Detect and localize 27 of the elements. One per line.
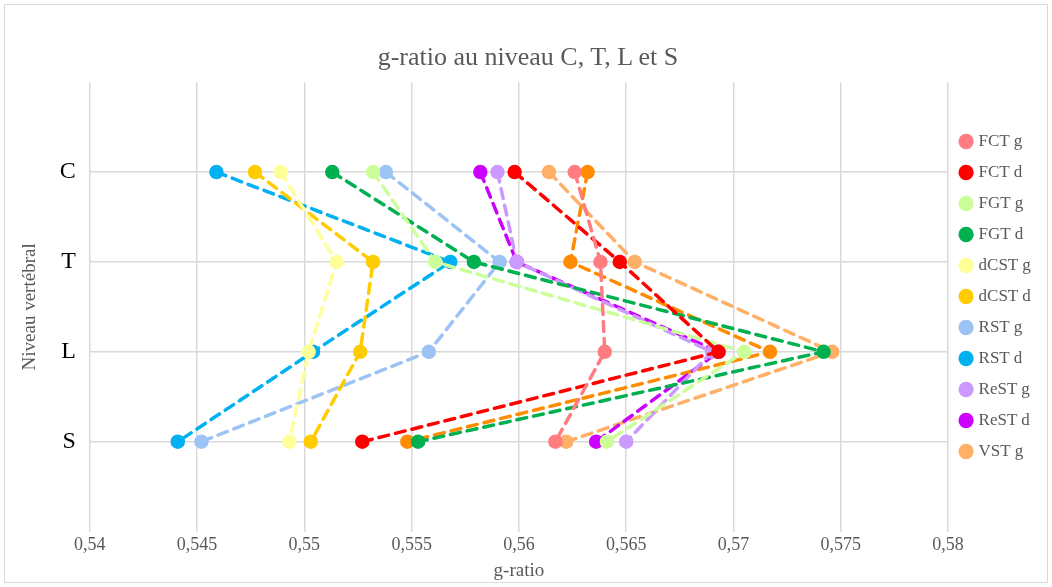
x-tick-label: 0,565 [605,534,647,555]
legend-label: FGT g [978,192,1024,212]
legend-label: FCT d [978,161,1023,181]
legend-label: ReST d [978,409,1031,429]
x-tick-label: 0,57 [717,534,750,555]
x-tick-label: 0,54 [74,534,106,555]
legend-label: FGT d [978,223,1024,243]
legend-label: dCST g [978,254,1032,274]
chart-title: g-ratio au niveau C, T, L et S [377,42,679,72]
legend-label: dCST d [978,285,1032,305]
x-tick-label: 0,55 [288,534,321,555]
y-axis-title: Niveau vertébral [18,243,40,371]
y-tick-label: T [61,247,77,274]
legend-label: VST g [978,440,1024,460]
legend-label: RST d [978,347,1023,367]
legend-label: ReST g [978,378,1031,398]
x-tick-label: 0,545 [176,534,218,555]
x-tick-label: 0,56 [503,534,535,555]
legend-label: RST g [978,316,1023,336]
x-tick-label: 0,555 [391,534,432,555]
legend-label: FCT g [978,130,1023,150]
x-tick-label: 0,58 [932,534,964,555]
x-axis-title: g-ratio [493,558,545,580]
x-tick-label: 0,575 [820,534,862,555]
y-tick-label: S [62,427,76,454]
y-tick-label: C [59,157,76,184]
y-tick-label: L [61,337,76,364]
